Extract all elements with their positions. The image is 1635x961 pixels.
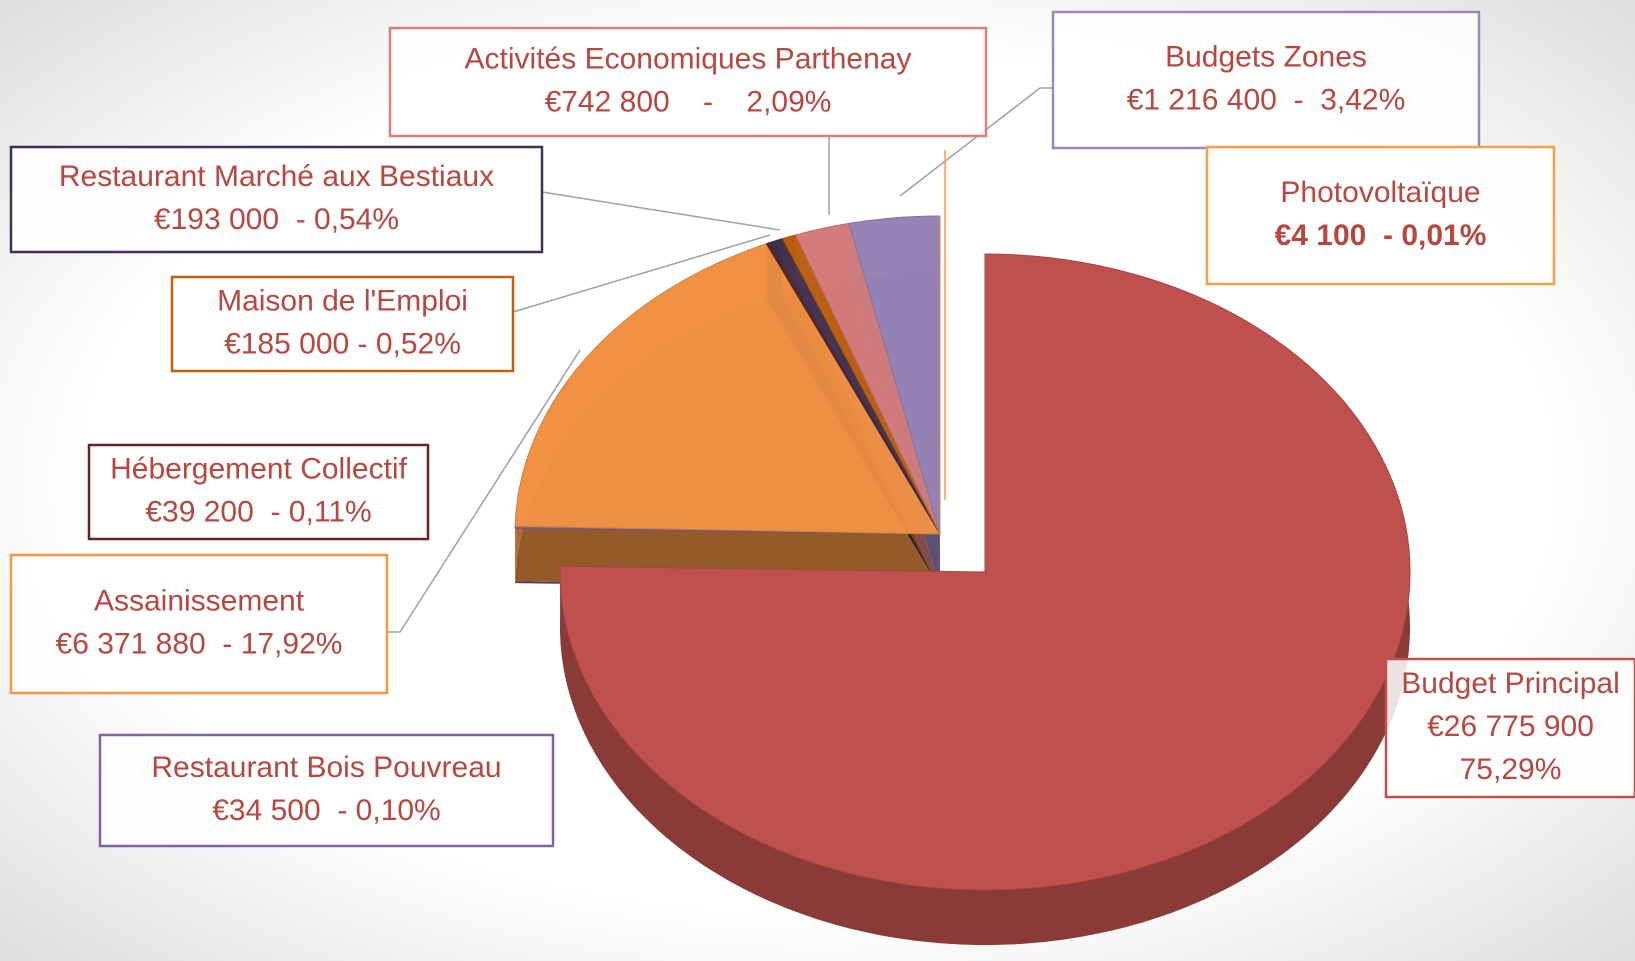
category-label: Assainissement: [94, 584, 305, 617]
category-label: Restaurant Bois Pouvreau: [151, 751, 501, 784]
label-box: [87, 443, 430, 541]
category-label: Restaurant Marché aux Bestiaux: [59, 160, 494, 193]
value-label: €185 000 - 0,52%: [224, 327, 461, 360]
value-label: 75,29%: [1460, 753, 1562, 786]
leader-line: [387, 349, 581, 633]
leader-line: [512, 234, 771, 313]
slice: [514, 243, 941, 535]
category-label: Maison de l'Emploi: [217, 284, 468, 317]
value-label: €39 200 - 0,11%: [145, 495, 371, 528]
value-label: €26 775 900: [1427, 710, 1594, 743]
labels: Budget Principal €26 775 900 75,29% Restaur…: [9, 10, 1635, 848]
label-box: [1205, 145, 1556, 286]
label-box: [1384, 657, 1635, 799]
label-box: [170, 275, 515, 373]
category-label: Photovoltaïque: [1280, 176, 1480, 209]
label-box: [98, 733, 555, 848]
category-label: Hébergement Collectif: [110, 452, 407, 485]
value-label: €1 216 400 - 3,42%: [1127, 83, 1406, 116]
label-box: [9, 145, 544, 254]
leader-line: [541, 191, 781, 231]
label-box: [1051, 10, 1481, 150]
pie: [514, 215, 1411, 945]
slice: [559, 253, 1411, 891]
label-box: [388, 26, 988, 138]
leader-line: [899, 87, 1053, 197]
label-box: [9, 553, 389, 695]
value-label: €193 000 - 0,54%: [154, 203, 399, 236]
value-label: €742 800 - 2,09%: [545, 85, 832, 118]
value-label: €4 100 - 0,01%: [1275, 219, 1487, 252]
category-label: Budgets Zones: [1165, 40, 1367, 73]
category-label: Activités Economiques Parthenay: [465, 42, 912, 75]
value-label: €34 500 - 0,10%: [212, 794, 441, 827]
category-label: Budget Principal: [1401, 667, 1619, 700]
value-label: €6 371 880 - 17,92%: [56, 627, 343, 660]
leader-lines: [387, 87, 1053, 633]
